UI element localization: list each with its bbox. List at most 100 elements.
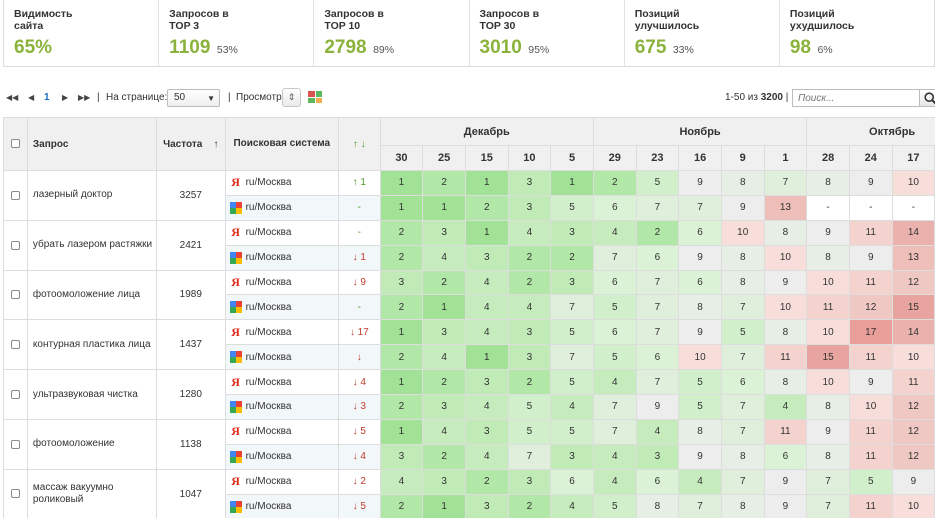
query-text[interactable]: фотоомоложение (26, 418, 157, 470)
day-header[interactable]: 30 (379, 145, 424, 171)
position-cell[interactable]: 2 (635, 219, 680, 246)
position-cell[interactable]: 4 (507, 219, 552, 246)
position-cell[interactable]: 2 (550, 244, 594, 271)
position-cell[interactable]: 2 (592, 170, 637, 196)
query-text[interactable]: убрать лазером растяжки (26, 219, 157, 271)
position-cell[interactable]: 3 (507, 319, 552, 346)
position-cell[interactable]: 4 (464, 319, 509, 346)
position-cell[interactable]: 9 (763, 468, 808, 495)
position-cell[interactable]: 3 (550, 269, 594, 296)
position-cell[interactable]: 11 (848, 344, 893, 371)
position-cell[interactable]: 14 (891, 219, 935, 246)
query-text[interactable]: фотоомоложение лица (26, 269, 157, 321)
position-cell[interactable]: 15 (806, 344, 850, 371)
position-cell[interactable]: 3 (464, 369, 509, 396)
position-cell[interactable]: 13 (763, 194, 808, 221)
position-cell[interactable]: 3 (422, 219, 466, 246)
position-cell[interactable]: 4 (464, 294, 509, 321)
position-cell[interactable]: 3 (464, 493, 509, 518)
position-cell[interactable]: 6 (678, 219, 722, 246)
position-cell[interactable]: 5 (550, 369, 594, 396)
header-query[interactable]: Запрос (26, 117, 157, 171)
current-page[interactable]: 1 (44, 92, 50, 103)
position-cell[interactable]: 2 (379, 294, 424, 321)
position-cell[interactable]: 7 (635, 194, 680, 221)
position-cell[interactable]: 11 (848, 269, 893, 296)
position-cell[interactable]: 4 (592, 369, 637, 396)
position-cell[interactable]: 9 (678, 319, 722, 346)
position-cell[interactable]: 4 (422, 344, 466, 371)
position-cell[interactable]: 3 (507, 170, 552, 196)
position-cell[interactable]: 10 (763, 244, 808, 271)
position-cell[interactable]: 7 (635, 319, 680, 346)
position-cell[interactable]: 9 (806, 219, 850, 246)
row-checkbox[interactable] (10, 290, 20, 300)
position-cell[interactable]: 5 (678, 394, 722, 420)
position-cell[interactable]: 8 (678, 294, 722, 321)
last-page-icon[interactable]: ▶▶ (78, 93, 91, 102)
position-cell[interactable]: 9 (678, 170, 722, 196)
position-cell[interactable]: 6 (592, 194, 637, 221)
position-cell[interactable]: 1 (379, 194, 424, 221)
position-cell[interactable]: 2 (422, 170, 466, 196)
position-cell[interactable]: 6 (592, 269, 637, 296)
day-header[interactable]: 23 (635, 145, 680, 171)
position-cell[interactable]: 15 (891, 294, 935, 321)
position-cell[interactable]: 11 (806, 294, 850, 321)
position-cell[interactable]: 5 (507, 394, 552, 420)
table-row[interactable]: ru/Москва↓ 432473439868111220 (4, 443, 935, 470)
position-cell[interactable]: 4 (379, 468, 424, 495)
position-cell[interactable]: 2 (507, 369, 552, 396)
position-cell[interactable]: 5 (720, 319, 765, 346)
position-cell[interactable]: 11 (763, 418, 808, 445)
position-cell[interactable]: 10 (763, 294, 808, 321)
position-cell[interactable]: 8 (806, 394, 850, 420)
position-cell[interactable]: 12 (891, 394, 935, 420)
position-cell[interactable]: 6 (763, 443, 808, 470)
position-cell[interactable]: 8 (763, 319, 808, 346)
table-row[interactable]: ru/Москва↓ 323454795748101219 (4, 394, 935, 420)
position-cell[interactable]: 4 (635, 418, 680, 445)
position-cell[interactable]: 4 (592, 219, 637, 246)
position-cell[interactable]: 7 (507, 443, 552, 470)
position-cell[interactable]: 3 (422, 394, 466, 420)
position-cell[interactable]: 3 (464, 244, 509, 271)
position-cell[interactable]: 2 (379, 493, 424, 518)
position-cell[interactable]: 2 (379, 219, 424, 246)
position-cell[interactable]: 4 (592, 468, 637, 495)
day-header[interactable]: 28 (806, 145, 850, 171)
position-cell[interactable]: 11 (848, 443, 893, 470)
day-header[interactable]: 15 (464, 145, 509, 171)
position-cell[interactable]: - (848, 194, 893, 221)
header-change[interactable]: ↑ ↓ (338, 117, 381, 171)
row-checkbox[interactable] (10, 190, 20, 200)
position-cell[interactable]: 1 (422, 294, 466, 321)
day-header[interactable]: 29 (592, 145, 637, 171)
position-cell[interactable]: 3 (635, 443, 680, 470)
position-cell[interactable]: 9 (848, 170, 893, 196)
position-cell[interactable]: 4 (550, 394, 594, 420)
position-cell[interactable]: 12 (891, 418, 935, 445)
position-cell[interactable]: 9 (891, 468, 935, 495)
table-row[interactable]: ru/Москва↓ 124322769810891317 (4, 244, 935, 271)
position-cell[interactable]: 7 (550, 344, 594, 371)
day-header[interactable]: 1 (763, 145, 808, 171)
position-cell[interactable]: 8 (720, 244, 765, 271)
position-cell[interactable]: 10 (848, 394, 893, 420)
position-cell[interactable]: 2 (379, 394, 424, 420)
position-cell[interactable]: 17 (848, 319, 893, 346)
position-cell[interactable]: 4 (464, 269, 509, 296)
position-cell[interactable]: 1 (379, 170, 424, 196)
position-cell[interactable]: 7 (806, 468, 850, 495)
position-cell[interactable]: 7 (720, 418, 765, 445)
position-cell[interactable]: 5 (635, 170, 680, 196)
position-cell[interactable]: 6 (678, 269, 722, 296)
row-checkbox[interactable] (10, 240, 20, 250)
position-cell[interactable]: 11 (848, 493, 893, 518)
position-cell[interactable]: 10 (678, 344, 722, 371)
position-cell[interactable]: 3 (464, 418, 509, 445)
per-page-select[interactable]: 50 ▼ (167, 89, 220, 107)
